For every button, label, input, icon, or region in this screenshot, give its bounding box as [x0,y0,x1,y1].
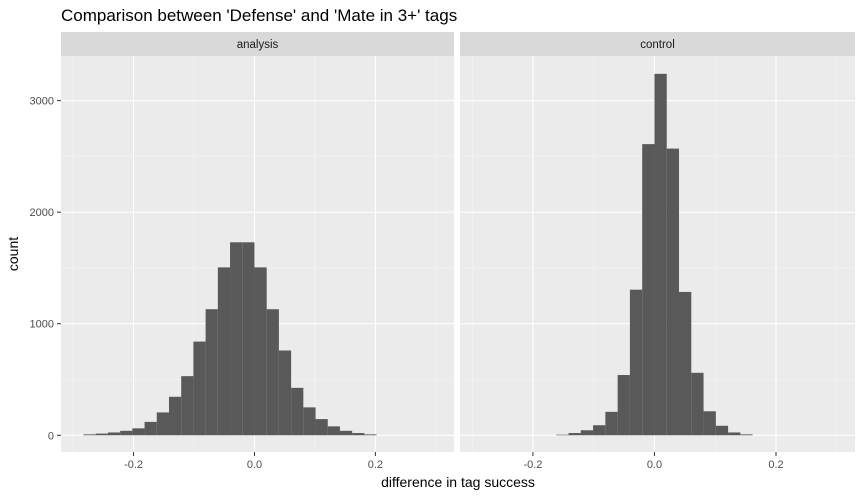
histogram-bar [327,426,340,436]
y-tick-label: 2000 [30,207,54,219]
histogram-bar [156,412,169,436]
histogram-bar [605,411,618,436]
histogram-bar [95,433,108,436]
histogram-bar [629,289,643,436]
histogram-bar [654,73,667,436]
histogram-bar [740,434,753,436]
histogram-bar [666,148,680,436]
histogram-bar [339,430,353,436]
histogram-bar [144,421,157,436]
facet-strip-label: analysis [237,39,279,51]
histogram-bar [205,309,218,436]
y-tick-label: 1000 [30,319,54,331]
histogram-bar [181,376,194,436]
histogram-bar [568,433,581,436]
histogram-bar [642,144,655,436]
facet-strip [61,32,454,56]
histogram-bar [715,425,729,436]
histogram-bar [278,350,292,436]
histogram-bar [580,430,594,436]
histogram-bar [120,430,133,436]
histogram-bar [107,432,121,436]
chart-title: Comparison between 'Defense' and 'Mate i… [61,6,457,25]
histogram-bar [556,434,569,436]
histogram-bar [242,242,255,436]
histogram-bar [193,341,206,436]
x-tick-label: 0.0 [647,459,662,471]
histogram-bar [132,428,145,436]
x-tick-label: 0.2 [768,459,783,471]
histogram-bar [691,372,704,436]
y-tick-label: 0 [48,430,54,442]
histogram-bar [352,433,365,436]
x-axis-title: difference in tag success [381,474,535,490]
histogram-bar [617,375,630,436]
histogram-bar [303,407,316,436]
facet-strip [460,32,855,56]
histogram-bar [254,267,267,436]
histogram-bar [83,434,96,436]
x-tick-label: 0.0 [247,459,262,471]
histogram-bar [679,291,692,436]
histogram-bar [728,432,741,436]
histogram-bar [703,411,716,436]
x-tick-label: 0.2 [368,459,383,471]
facet-strip-label: control [640,39,675,51]
y-axis-title: count [5,237,21,271]
y-tick-label: 3000 [30,96,54,108]
histogram-bar [364,434,377,436]
x-tick-label: -0.2 [124,459,143,471]
histogram-bar [168,396,182,436]
histogram-bar [291,387,304,436]
histogram-bar [315,419,328,436]
histogram-bar [230,242,243,436]
histogram-bar [217,267,231,436]
histogram-bar [593,425,606,436]
facet-panel-analysis: analysis -0.2 0.0 0.2 0 1000 2000 3000 [30,32,454,471]
histogram-bar [266,309,279,436]
facet-panels: analysis -0.2 0.0 0.2 0 1000 2000 3000 control -0… [30,32,855,471]
facet-panel-control: control -0.2 0.0 0.2 [460,32,855,471]
x-tick-label: -0.2 [523,459,542,471]
